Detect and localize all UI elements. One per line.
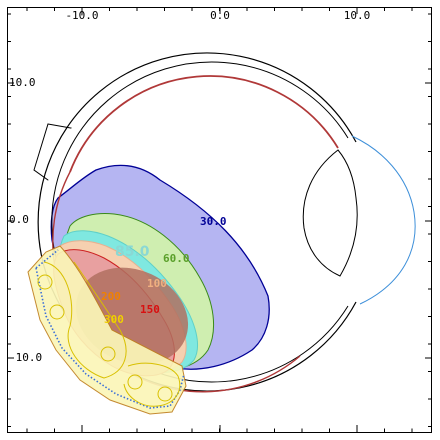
- isodose-label-100: 100: [147, 277, 167, 290]
- lens: [302, 149, 358, 277]
- isodose-label-60: 60.0: [163, 252, 190, 265]
- isodose-label-200: 200: [101, 290, 121, 303]
- cornea: [351, 135, 416, 305]
- sclera-outer: [37, 52, 357, 392]
- seed: [37, 274, 53, 290]
- retina-line: [69, 75, 339, 173]
- isodose-label-85: 85.0: [115, 244, 150, 260]
- isodose-label-150: 150: [140, 303, 160, 316]
- y-tick-label: 0.0: [9, 213, 29, 226]
- y-tick-label: -10.0: [9, 351, 42, 364]
- tick-marks: [7, 7, 432, 432]
- plaque: [27, 245, 187, 415]
- x-tick-label: 0.0: [210, 9, 230, 22]
- isodose-label-300: 300: [104, 313, 124, 326]
- y-tick-label: 10.0: [9, 76, 36, 89]
- seed: [157, 386, 173, 402]
- x-tick-label: -10.0: [65, 9, 98, 22]
- seed: [49, 304, 65, 320]
- seed: [100, 346, 116, 362]
- x-tick-label: 10.0: [344, 9, 371, 22]
- seed-path: [123, 362, 181, 407]
- isodose-label-30: 30.0: [200, 215, 227, 228]
- sclera-inner: [51, 61, 349, 383]
- plaque-rim: [35, 249, 185, 409]
- seed: [127, 374, 143, 390]
- seeds: [37, 261, 181, 407]
- seed-path: [43, 261, 127, 379]
